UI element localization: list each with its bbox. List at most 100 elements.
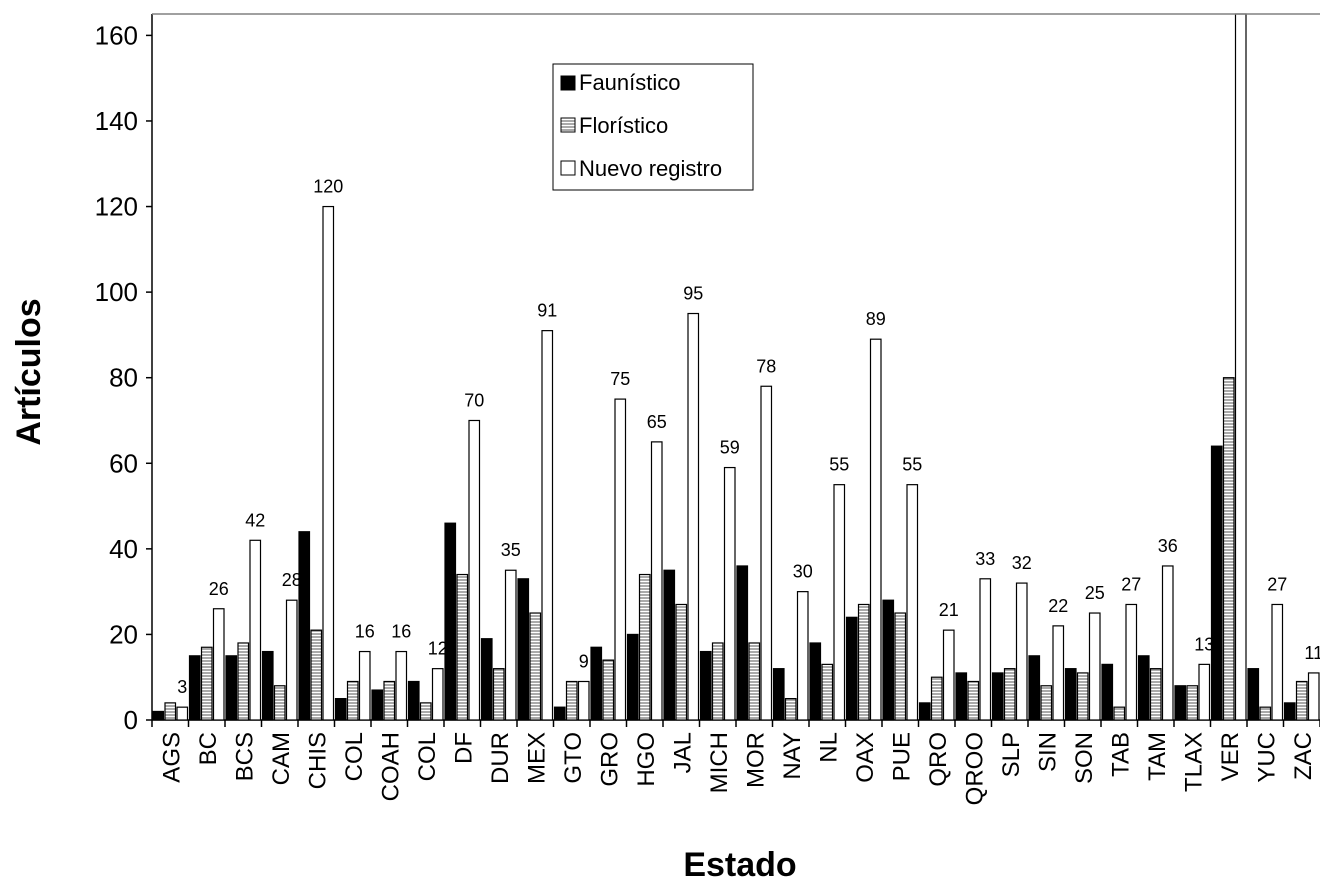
bar-nuevo-registro — [1015, 582, 1028, 721]
x-tick-label: MOR — [742, 732, 769, 788]
bar-floristico — [675, 603, 688, 721]
data-labels: 3 26 42 28 120 16 16 12 70 35 91 9 75 65 95 59 78 30 55 89 5… — [177, 0, 1320, 697]
bar-nuevo-registro — [249, 539, 262, 721]
bar-nuevo-registro — [212, 608, 225, 721]
x-axis: AGS BC BCS CAM CHIS COL COAH COL DF DUR MEX GTO GRO H… — [151, 719, 1320, 805]
y-tick-label: 100 — [95, 277, 138, 307]
y-tick-label: 0 — [124, 705, 138, 735]
bar-nuevo-registro — [1161, 565, 1174, 721]
data-label: 25 — [1085, 583, 1105, 603]
data-label: 3 — [177, 677, 187, 697]
bar-floristico — [1149, 668, 1162, 721]
x-tick-label: ZAC — [1290, 732, 1317, 780]
data-label: 9 — [579, 651, 589, 671]
y-tick-label: 140 — [95, 106, 138, 136]
bar-faunistico — [1101, 663, 1114, 721]
bar-nuevo-registro — [395, 650, 408, 721]
bar-faunistico — [809, 642, 822, 721]
x-tick-label: TAM — [1144, 732, 1171, 781]
bar-floristico — [164, 702, 177, 721]
bar-faunistico — [699, 650, 712, 721]
y-tick-label: 80 — [109, 363, 138, 393]
x-tick-label: MEX — [523, 732, 550, 784]
bar-nuevo-registro — [650, 441, 663, 721]
bar-faunistico — [918, 702, 931, 721]
data-label: 36 — [1158, 536, 1178, 556]
data-label: 120 — [313, 177, 343, 197]
bar-nuevo-registro — [1234, 13, 1247, 721]
data-label: 78 — [756, 356, 776, 376]
bar-floristico — [310, 629, 323, 721]
bar-nuevo-registro — [687, 312, 700, 721]
bar-nuevo-registro — [906, 484, 919, 721]
bar-faunistico — [1210, 445, 1223, 721]
legend-swatch-floristico — [560, 117, 576, 133]
bar-faunistico — [517, 578, 530, 721]
data-label: 13 — [1194, 634, 1214, 654]
bar-floristico — [1186, 685, 1199, 721]
data-label: 33 — [975, 549, 995, 569]
bar-faunistico — [1174, 685, 1187, 721]
bar-floristico — [383, 680, 396, 721]
bar-nuevo-registro — [869, 338, 882, 721]
bar-floristico — [529, 612, 542, 721]
bar-nuevo-registro — [833, 484, 846, 721]
bar-faunistico — [334, 698, 347, 721]
x-tick-label: COAH — [377, 732, 404, 801]
bar-faunistico — [480, 638, 493, 721]
x-tick-label: BC — [195, 732, 222, 765]
bar-faunistico — [261, 650, 274, 721]
bar-floristico — [1259, 706, 1272, 721]
bar-nuevo-registro — [1088, 612, 1101, 721]
bar-faunistico — [590, 646, 603, 721]
bar-floristico — [565, 680, 578, 721]
bar-faunistico — [663, 569, 676, 721]
bar-floristico — [1003, 668, 1016, 721]
data-label: 16 — [391, 622, 411, 642]
data-label: 55 — [902, 455, 922, 475]
x-tick-label: QRO — [925, 732, 952, 787]
bar-floristico — [857, 603, 870, 721]
x-tick-label: GRO — [596, 732, 623, 787]
bar-faunistico — [626, 633, 639, 721]
bar-nuevo-registro — [1052, 625, 1065, 721]
bar-faunistico — [991, 672, 1004, 721]
bar-faunistico — [772, 668, 785, 721]
legend-label-faunistico: Faunístico — [579, 70, 681, 95]
bar-faunistico — [553, 706, 566, 721]
bar-faunistico — [371, 689, 384, 721]
data-label: 42 — [245, 510, 265, 530]
bar-faunistico — [152, 710, 165, 721]
legend-label-nuevo-registro: Nuevo registro — [579, 156, 722, 181]
data-label: 55 — [829, 455, 849, 475]
x-tick-label: SON — [1071, 732, 1098, 784]
bar-nuevo-registro — [504, 569, 517, 721]
x-tick-label: SLP — [998, 732, 1025, 777]
bar-floristico — [602, 659, 615, 721]
bar-faunistico — [225, 655, 238, 721]
bar-faunistico — [955, 672, 968, 721]
bar-nuevo-registro — [431, 668, 444, 721]
x-tick-label: COL — [414, 732, 441, 781]
bar-faunistico — [298, 531, 311, 721]
bar-floristico — [784, 698, 797, 721]
bar-floristico — [821, 663, 834, 721]
bar-nuevo-registro — [796, 591, 809, 721]
bar-faunistico — [736, 565, 749, 721]
bar-nuevo-registro — [723, 466, 736, 721]
bar-nuevo-registro — [942, 629, 955, 721]
data-label: 26 — [209, 579, 229, 599]
data-label: 91 — [537, 301, 557, 321]
x-tick-label: DUR — [487, 732, 514, 784]
x-tick-label: AGS — [158, 732, 185, 783]
x-tick-label: CAM — [268, 732, 295, 785]
y-axis-title: Artículos — [10, 298, 48, 445]
y-tick-label: 20 — [109, 619, 138, 649]
data-label: 21 — [939, 600, 959, 620]
y-tick-label: 160 — [95, 20, 138, 50]
bar-faunistico — [444, 522, 457, 721]
bar-floristico — [456, 573, 469, 721]
bar-faunistico — [882, 599, 895, 721]
bar-floristico — [492, 668, 505, 721]
